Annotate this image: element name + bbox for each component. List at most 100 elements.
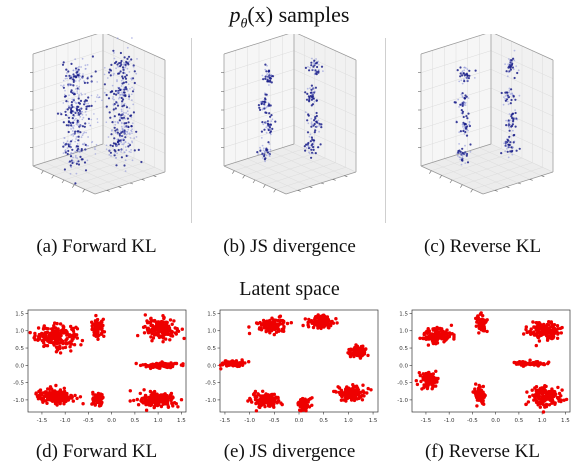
sample-point	[510, 115, 513, 118]
sample-point	[127, 128, 129, 131]
sample-point	[505, 124, 508, 127]
sample-point	[466, 161, 470, 164]
sample-point	[70, 140, 73, 143]
data-point	[534, 343, 538, 348]
data-point	[300, 405, 304, 409]
sample-point	[312, 65, 315, 68]
sample-point	[257, 104, 260, 107]
sample-point	[111, 144, 114, 148]
sample-point	[68, 105, 71, 108]
sample-point	[456, 154, 459, 157]
data-point	[49, 327, 54, 331]
data-point	[58, 337, 63, 342]
sample-point	[506, 150, 509, 153]
sample-point	[96, 118, 99, 120]
sample-point	[318, 63, 320, 66]
sample-point	[262, 123, 265, 126]
data-point	[477, 393, 482, 397]
data-point	[537, 327, 542, 331]
sample-point	[507, 63, 510, 66]
data-point	[559, 331, 563, 335]
sample-point	[463, 80, 466, 83]
sample-point	[127, 132, 129, 135]
sample-point	[268, 72, 271, 75]
sample-point	[64, 110, 67, 113]
sample-point	[107, 97, 111, 100]
data-point	[49, 339, 53, 343]
sample-point	[65, 100, 68, 103]
data-point	[153, 403, 158, 407]
sample-point	[67, 70, 70, 73]
data-point	[543, 384, 547, 388]
sample-point	[73, 106, 76, 109]
sample-point	[317, 68, 320, 71]
sample-point	[459, 130, 462, 133]
sample-point	[72, 156, 74, 159]
sample-point	[124, 65, 127, 68]
data-point	[351, 385, 356, 389]
data-point	[162, 401, 166, 405]
sample-point	[96, 81, 98, 83]
data-point	[369, 388, 373, 392]
sample-point	[260, 102, 263, 106]
data-point	[319, 314, 324, 318]
sample-point	[270, 81, 273, 84]
data-point	[266, 396, 270, 401]
data-point	[436, 376, 440, 381]
data-point	[36, 397, 41, 401]
sample-point	[128, 95, 131, 98]
y-tick-label: 1.5	[207, 311, 216, 317]
sample-point	[82, 143, 85, 146]
data-point	[159, 394, 164, 399]
sample-point	[305, 147, 308, 149]
sample-point	[315, 58, 317, 60]
sample-point	[312, 141, 315, 144]
data-point	[481, 395, 486, 399]
sample-point	[108, 71, 111, 74]
sample-point	[128, 107, 131, 110]
data-point	[151, 393, 155, 397]
sample-cloud	[256, 57, 324, 163]
sample-point	[74, 154, 77, 157]
sample-point	[316, 121, 319, 124]
sample-point	[89, 124, 92, 127]
sample-point	[63, 84, 65, 86]
sample-point	[119, 130, 122, 132]
data-point	[482, 402, 486, 406]
data-point	[556, 396, 560, 400]
axis-tick	[82, 189, 85, 193]
data-point	[274, 395, 278, 399]
data-point	[343, 387, 348, 391]
sample-point	[126, 117, 129, 120]
data-point	[96, 331, 100, 335]
sample-point	[303, 145, 306, 148]
sample-point	[116, 152, 118, 155]
data-point	[144, 394, 148, 398]
axis-tick	[529, 179, 533, 181]
data-point	[156, 366, 161, 370]
data-point	[173, 361, 177, 366]
sample-point	[109, 116, 112, 119]
sample-point	[131, 37, 133, 39]
data-point	[75, 327, 80, 331]
data-point	[265, 400, 270, 404]
sample-point	[304, 91, 307, 94]
data-point	[354, 350, 359, 355]
data-point	[532, 333, 537, 337]
sample-point	[506, 95, 509, 98]
sample-point	[120, 114, 123, 117]
sample-point	[74, 156, 77, 159]
data-point	[172, 319, 176, 323]
data-point	[71, 326, 76, 331]
data-point	[535, 360, 539, 364]
data-point	[548, 398, 553, 402]
sample-point	[124, 136, 127, 139]
data-point	[166, 402, 170, 407]
sample-point	[78, 124, 81, 127]
sample-point	[72, 73, 75, 76]
sample-point	[127, 145, 130, 148]
data-point	[480, 319, 485, 323]
sample-point	[80, 92, 82, 95]
sample-point	[459, 150, 462, 153]
data-point	[138, 363, 143, 368]
